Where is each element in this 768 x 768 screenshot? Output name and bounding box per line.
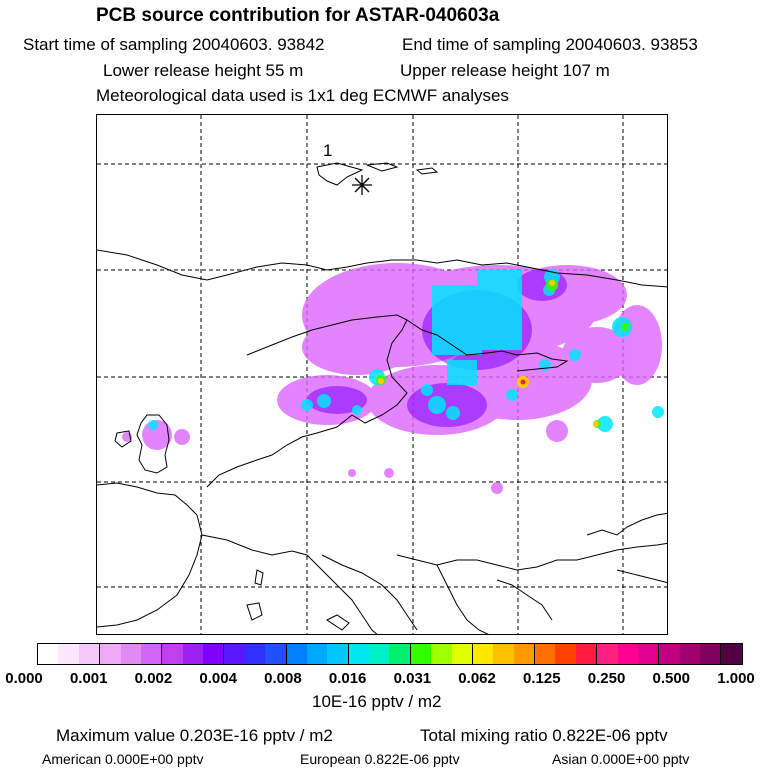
colorbar-tick-label: 0.001 [69, 670, 108, 687]
colorbar [37, 643, 743, 665]
colorbar-swatch [575, 644, 597, 664]
colorbar-unit-label: 10E-16 pptv / m2 [312, 692, 442, 711]
colorbar-swatch [700, 644, 721, 664]
total-mixing-ratio-label: Total mixing ratio 0.822E-06 pptv [420, 726, 668, 745]
colorbar-tick-label: 0.016 [328, 670, 367, 687]
colorbar-swatch [203, 644, 224, 664]
colorbar-swatch [389, 644, 410, 664]
colorbar-swatch [471, 644, 494, 664]
asterisk-release-marker-icon [352, 175, 372, 195]
colorbar-tick-label: 0.500 [652, 670, 691, 687]
european-contribution-label: European 0.822E-06 pptv [300, 751, 460, 767]
colorbar-swatch [161, 644, 183, 664]
map-canvas: 1 [97, 115, 667, 634]
colorbar-swatch [182, 644, 203, 664]
colorbar-swatch [409, 644, 432, 664]
colorbar-tick-label: 0.002 [134, 670, 173, 687]
colorbar-swatch [658, 644, 680, 664]
lower-height-label: Lower release height 55 m [103, 61, 304, 80]
colorbar-tick-label: 1.000 [717, 670, 755, 687]
contribution-field [122, 263, 664, 494]
colorbar-swatch [617, 644, 638, 664]
colorbar-swatch [347, 644, 369, 664]
colorbar-tick-label: 0.125 [523, 670, 561, 687]
colorbar-swatch [431, 644, 452, 664]
map-panel: 1 [96, 114, 668, 635]
asian-contribution-label: Asian 0.000E+00 pptv [552, 751, 690, 767]
colorbar-tick-label: 0.000 [5, 670, 43, 687]
colorbar-swatch [555, 644, 576, 664]
end-time-label: End time of sampling 20040603. 93853 [402, 35, 698, 54]
colorbar-tick-label: 0.031 [393, 670, 432, 687]
colorbar-tick-label: 0.004 [199, 670, 237, 687]
american-contribution-label: American 0.000E+00 pptv [42, 751, 204, 767]
colorbar-tick-label: 0.250 [587, 670, 626, 687]
peak-contribution-spot [520, 379, 526, 385]
medium-contribution-area [148, 269, 664, 432]
colorbar-swatch [223, 644, 245, 664]
colorbar-swatch [140, 644, 162, 664]
colorbar-swatch [534, 644, 556, 664]
colorbar-swatch [265, 644, 286, 664]
colorbar-tick-label: 0.008 [264, 670, 302, 687]
coastlines [97, 162, 667, 634]
colorbar-swatch [244, 644, 266, 664]
colorbar-swatch [99, 644, 121, 664]
start-time-label: Start time of sampling 20040603. 93842 [23, 35, 325, 54]
colorbar-swatch [306, 644, 328, 664]
colorbar-swatch [679, 644, 700, 664]
colorbar-tick-label: 0.062 [458, 670, 496, 687]
colorbar-swatch [637, 644, 659, 664]
plot-title: PCB source contribution for ASTAR-040603… [96, 5, 500, 26]
upper-height-label: Upper release height 107 m [400, 61, 610, 80]
colorbar-swatch [285, 644, 307, 664]
colorbar-swatch [120, 644, 141, 664]
maximum-value-label: Maximum value 0.203E-16 pptv / m2 [56, 726, 333, 745]
colorbar-swatch [451, 644, 472, 664]
release-marker-label: 1 [323, 141, 332, 160]
meteo-data-label: Meteorological data used is 1x1 deg ECMW… [96, 86, 509, 105]
colorbar-swatch [38, 644, 59, 664]
colorbar-swatch [493, 644, 514, 664]
low-contribution-area [122, 263, 662, 494]
colorbar-swatch [58, 644, 79, 664]
colorbar-swatch [513, 644, 534, 664]
colorbar-swatch [327, 644, 348, 664]
colorbar-swatch [78, 644, 100, 664]
colorbar-swatch [720, 644, 742, 664]
colorbar-swatch [369, 644, 390, 664]
colorbar-swatch [596, 644, 618, 664]
